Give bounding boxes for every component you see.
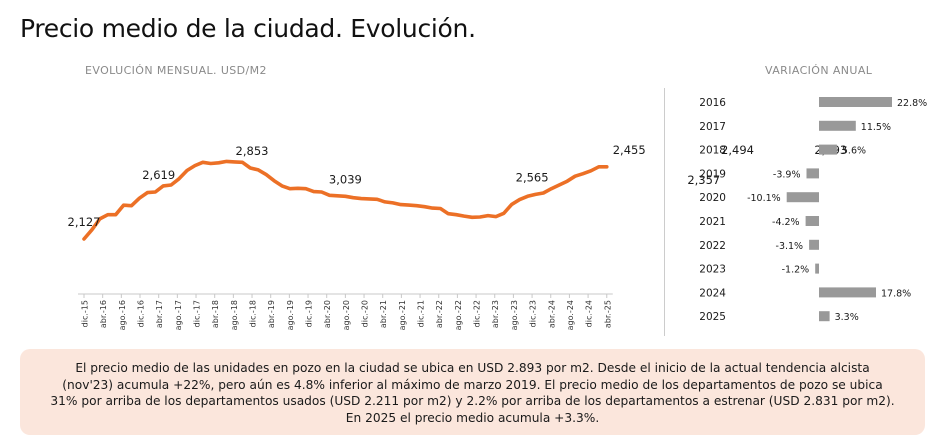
x-tick-label: dic.-21 (417, 300, 426, 327)
bar-value-label: 17.8% (881, 288, 911, 299)
bar-value-label: -10.1% (747, 193, 781, 204)
x-tick-label: ago.-23 (510, 300, 519, 330)
summary-box: El precio medio de las unidades en pozo … (20, 349, 925, 435)
x-tick-label: ago.-24 (566, 300, 575, 330)
bar-value-label: -3.1% (776, 241, 804, 252)
bar-category-label: 2016 (699, 97, 726, 109)
bar (806, 168, 819, 179)
bar-category-label: 2018 (699, 145, 726, 157)
data-label: 3,039 (329, 172, 362, 186)
x-tick-label: abr.-19 (267, 300, 276, 328)
page-title: Precio medio de la ciudad. Evolución. (20, 14, 476, 43)
price-series-line (82, 159, 609, 241)
line-chart-title: EVOLUCIÓN MENSUAL. USD/M2 (85, 64, 267, 77)
bar-category-label: 2022 (699, 240, 726, 252)
summary-text: El precio medio de las unidades en pozo … (50, 361, 895, 425)
x-tick-label: abr.-16 (99, 300, 108, 328)
x-tick-label: ago.-18 (230, 300, 239, 330)
data-label: 2,127 (68, 215, 101, 229)
bar-value-label: -3.9% (773, 169, 801, 180)
x-tick-label: abr.-18 (211, 300, 220, 328)
x-tick-label: dic.-19 (305, 300, 314, 327)
x-tick-label: abr.-24 (547, 300, 556, 328)
x-tick-label: dic.-18 (249, 300, 258, 327)
bar-category-label: 2021 (699, 216, 726, 228)
bar-value-label: -4.2% (772, 217, 800, 228)
x-tick-label: dic.-22 (473, 300, 482, 327)
bar-category-label: 2023 (699, 264, 726, 276)
x-tick-label: ago.-20 (342, 300, 351, 330)
x-tick-label: dic.-20 (361, 300, 370, 327)
bar (819, 144, 837, 155)
bar (786, 192, 819, 203)
chart-divider (664, 88, 665, 336)
data-label: 2,565 (516, 170, 549, 184)
x-tick-label: ago.-19 (286, 300, 295, 330)
bar-category-label: 2025 (699, 311, 726, 323)
data-label: 2,619 (142, 168, 175, 182)
x-tick-label: ago.-17 (174, 300, 183, 330)
data-label: 2,494 (721, 143, 754, 157)
x-tick-label: abr.-17 (155, 300, 164, 328)
x-tick-label: abr.-22 (435, 300, 444, 328)
bar (819, 311, 830, 322)
bar-category-label: 2024 (699, 287, 726, 299)
data-label: 2,455 (613, 143, 646, 157)
x-tick-label: dic.-17 (193, 300, 202, 327)
x-tick-label: abr.-21 (379, 300, 388, 328)
bar-value-label: 3.3% (835, 312, 859, 323)
x-tick-label: dic.-24 (585, 300, 594, 327)
x-tick-label: dic.-23 (529, 300, 538, 327)
bar (819, 120, 856, 131)
bar (819, 97, 892, 107)
x-tick-label: ago.-16 (118, 300, 127, 330)
x-tick-label: dic.-16 (137, 300, 146, 327)
x-tick-label: ago.-21 (398, 300, 407, 330)
x-tick-label: abr.-25 (603, 300, 612, 328)
x-tick-label: dic.-15 (81, 300, 90, 327)
bar (809, 239, 819, 250)
x-tick-label: abr.-23 (491, 300, 500, 328)
bar (819, 287, 876, 298)
bar (805, 216, 819, 226)
data-label: 2,357 (687, 173, 720, 187)
bar (815, 263, 819, 274)
bar-category-label: 2020 (699, 192, 726, 204)
bar-value-label: 5.6% (842, 146, 866, 157)
data-label: 2,853 (236, 144, 269, 158)
bar-category-label: 2017 (699, 121, 726, 133)
bar-value-label: -1.2% (782, 265, 810, 276)
bar-value-label: 22.8% (897, 98, 927, 109)
bar-category-label: 2019 (699, 168, 726, 180)
bar-value-label: 11.5% (861, 122, 891, 133)
x-tick-label: ago.-22 (454, 300, 463, 330)
x-tick-label: abr.-20 (323, 300, 332, 328)
bar-chart-title: VARIACIÓN ANUAL (765, 64, 873, 77)
